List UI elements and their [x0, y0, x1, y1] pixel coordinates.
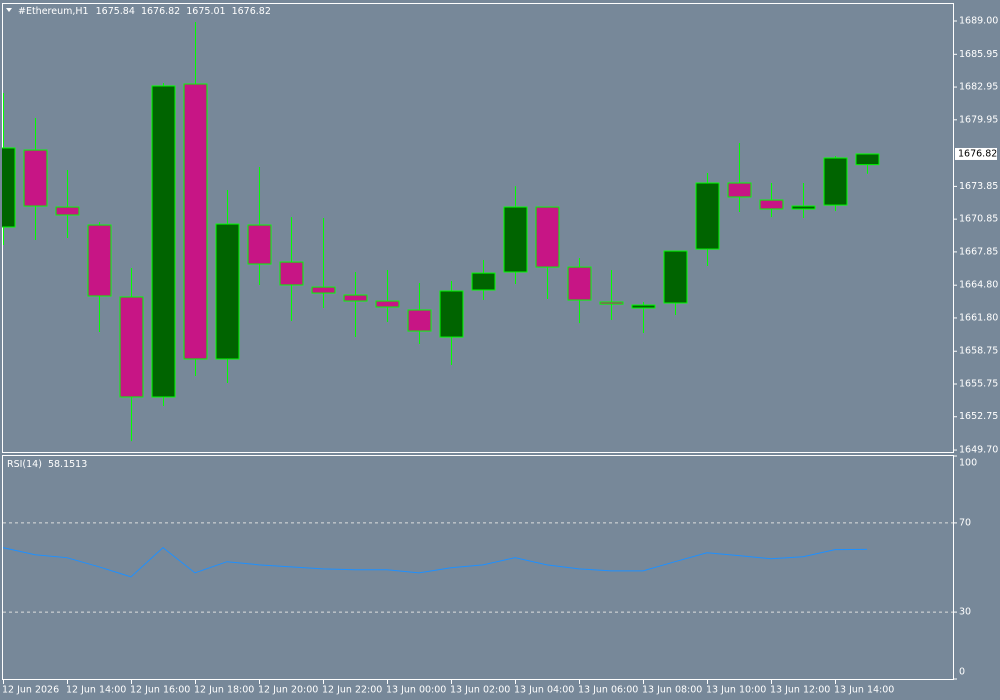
y-tick-label: 1658.75: [959, 346, 998, 357]
y-tick-label: 1667.85: [959, 246, 998, 257]
x-tick-label: 12 Jun 18:00: [194, 685, 254, 696]
y-tick-label: 70: [959, 517, 971, 528]
rsi-value: 58.1513: [48, 459, 87, 470]
bull-body: [631, 304, 656, 309]
y-tick-label: 1661.80: [959, 312, 998, 323]
bull-body: [2, 147, 16, 228]
chart-header: #Ethereum,H1 1675.84 1676.82 1675.01 167…: [18, 6, 271, 17]
price-tag-label: 1676.82: [958, 148, 997, 159]
bear-body: [87, 224, 112, 297]
bull-body: [439, 290, 464, 338]
bear-body: [375, 300, 400, 308]
bull-body: [151, 85, 176, 398]
close: 1676.82: [232, 6, 271, 17]
bear-body: [567, 266, 592, 301]
bear-body: [759, 199, 784, 210]
x-tick-label: 12 Jun 2026: [2, 685, 59, 696]
rsi-line: [2, 546, 868, 578]
x-tick-label: 13 Jun 00:00: [386, 685, 446, 696]
bear-body: [247, 224, 272, 265]
x-tick-label: 12 Jun 20:00: [258, 685, 318, 696]
main-panel: [2, 3, 954, 453]
low: 1675.01: [186, 6, 225, 17]
y-tick-label: 1689.00: [959, 16, 998, 27]
y-tick-label: 30: [959, 607, 971, 618]
x-tick-label: 12 Jun 22:00: [322, 685, 382, 696]
y-tick-label: 1685.95: [959, 49, 998, 60]
x-tick-label: 13 Jun 08:00: [642, 685, 702, 696]
bull-body: [503, 206, 528, 273]
y-tick-label: 1655.75: [959, 378, 998, 389]
bear-body: [343, 294, 368, 302]
x-tick-label: 13 Jun 04:00: [514, 685, 574, 696]
bull-body: [471, 272, 496, 291]
high: 1676.82: [141, 6, 180, 17]
price-tag: [955, 147, 997, 160]
x-tick-label: 13 Jun 06:00: [578, 685, 638, 696]
y-tick-label: 1652.75: [959, 411, 998, 422]
bull-body: [663, 250, 688, 304]
symbol: #Ethereum,H1: [18, 6, 89, 17]
rsi-title: RSI(14): [7, 459, 42, 470]
bear-body: [119, 296, 144, 398]
bear-body: [599, 301, 624, 305]
x-tick-label: 13 Jun 02:00: [450, 685, 510, 696]
x-tick-label: 13 Jun 12:00: [770, 685, 830, 696]
menu-arrow[interactable]: [6, 8, 12, 12]
y-tick-label: 1664.80: [959, 280, 998, 291]
bull-body: [695, 182, 720, 250]
x-tick-label: 12 Jun 16:00: [130, 685, 190, 696]
bear-body: [55, 206, 80, 216]
y-tick-label: 1649.70: [959, 445, 998, 456]
y-tick-label: 0: [959, 667, 965, 678]
open: 1675.84: [96, 6, 135, 17]
bear-body: [727, 182, 752, 198]
bear-body: [535, 206, 560, 268]
y-tick-label: 1673.85: [959, 181, 998, 192]
bull-body: [791, 205, 816, 210]
y-tick-label: 1679.95: [959, 114, 998, 125]
x-tick-label: 13 Jun 10:00: [706, 685, 766, 696]
y-tick-label: 1682.95: [959, 82, 998, 93]
x-tick-label: 12 Jun 14:00: [66, 685, 126, 696]
y-tick-label: 100: [959, 458, 977, 469]
bull-body: [855, 153, 880, 166]
rsi-header: RSI(14) 58.1513: [7, 459, 87, 470]
bull-body: [215, 223, 240, 360]
bear-body: [183, 83, 208, 360]
bull-body: [823, 157, 848, 206]
rsi-panel: [2, 455, 954, 680]
candles: [2, 21, 880, 442]
bear-body: [407, 309, 432, 332]
bear-body: [279, 261, 304, 286]
x-tick-label: 13 Jun 14:00: [834, 685, 894, 696]
y-tick-label: 1670.85: [959, 214, 998, 225]
bear-body: [311, 286, 336, 294]
bear-body: [23, 149, 48, 207]
